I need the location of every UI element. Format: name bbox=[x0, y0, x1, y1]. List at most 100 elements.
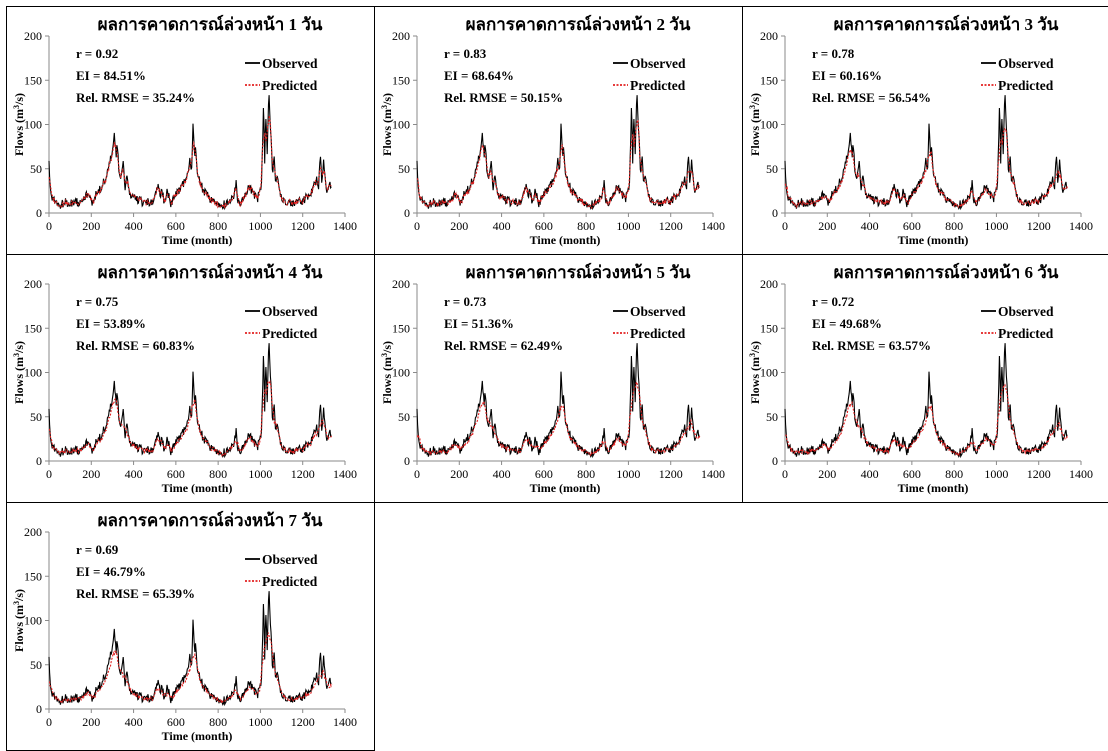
chart-title: ผลการคาดการณ์ล่วงหน้า 6 วัน bbox=[834, 262, 1059, 282]
x-tick-label: 1400 bbox=[333, 219, 357, 233]
stat-label-2: EI = 53.89% bbox=[76, 316, 146, 331]
stat-label-3: Rel. RMSE = 62.49% bbox=[444, 338, 563, 353]
y-axis-title-main: Flows (m bbox=[12, 357, 26, 404]
y-axis-title-main: Flows (m bbox=[380, 109, 394, 156]
x-tick-label: 1400 bbox=[701, 219, 725, 233]
stat-label-1: r = 0.83 bbox=[444, 46, 487, 61]
x-tick-label: 200 bbox=[818, 467, 836, 481]
x-axis-title: Time (month) bbox=[530, 233, 601, 247]
stat-label-2: EI = 51.36% bbox=[444, 316, 514, 331]
x-tick-label: 800 bbox=[209, 467, 227, 481]
y-axis-title: Flows (m3/s) bbox=[12, 93, 27, 156]
x-tick-label: 400 bbox=[493, 467, 511, 481]
series-observed-line bbox=[416, 343, 700, 459]
y-axis-title-sup: 3 bbox=[380, 105, 389, 109]
chart-title: ผลการคาดการณ์ล่วงหน้า 1 วัน bbox=[98, 14, 323, 34]
y-axis-title-sup: 3 bbox=[12, 601, 21, 605]
stat-label-3: Rel. RMSE = 60.83% bbox=[76, 338, 195, 353]
y-axis-title-sup: 3 bbox=[12, 353, 21, 357]
legend-label-observed: Observed bbox=[630, 56, 686, 71]
y-tick-label: 50 bbox=[30, 658, 42, 672]
y-tick-label: 50 bbox=[766, 410, 778, 424]
x-tick-label: 400 bbox=[493, 219, 511, 233]
x-tick-label: 0 bbox=[782, 467, 788, 481]
legend-label-predicted: Predicted bbox=[630, 78, 686, 93]
y-tick-label: 0 bbox=[36, 702, 42, 716]
y-axis-title-suffix: /s) bbox=[380, 341, 394, 354]
x-tick-label: 1000 bbox=[984, 467, 1008, 481]
x-axis-title: Time (month) bbox=[162, 481, 233, 495]
x-tick-label: 1200 bbox=[1027, 219, 1051, 233]
y-tick-label: 100 bbox=[392, 118, 410, 132]
chart-panel-6: 0 50 100 150 200 0 200 400 600 800 1000 1200 1400 Tim… bbox=[742, 254, 1108, 503]
stat-label-1: r = 0.73 bbox=[444, 294, 487, 309]
legend-label-observed: Observed bbox=[262, 56, 318, 71]
stat-label-1: r = 0.69 bbox=[76, 542, 119, 557]
y-axis-title-suffix: /s) bbox=[12, 589, 26, 602]
y-tick-label: 50 bbox=[30, 410, 42, 424]
series-observed-line bbox=[48, 95, 332, 211]
series-predicted-line bbox=[48, 632, 333, 704]
chart-panel-3: 0 50 100 150 200 0 200 400 600 800 1000 1200 1400 Tim… bbox=[742, 6, 1108, 255]
legend-label-observed: Observed bbox=[998, 56, 1054, 71]
y-axis-title-suffix: /s) bbox=[12, 93, 26, 106]
y-axis-title-suffix: /s) bbox=[748, 341, 762, 354]
series-observed-line bbox=[784, 343, 1068, 459]
chart-panel-7: 0 50 100 150 200 0 200 400 600 800 1000 1200 1400 Tim… bbox=[6, 502, 375, 751]
x-tick-label: 1400 bbox=[1069, 219, 1093, 233]
y-tick-label: 150 bbox=[392, 321, 410, 335]
y-axis-title-suffix: /s) bbox=[748, 93, 762, 106]
chart-title: ผลการคาดการณ์ล่วงหน้า 7 วัน bbox=[98, 510, 323, 530]
series-observed-line bbox=[416, 95, 700, 211]
y-axis-title-main: Flows (m bbox=[12, 109, 26, 156]
stat-label-2: EI = 68.64% bbox=[444, 68, 514, 83]
y-tick-label: 0 bbox=[36, 454, 42, 468]
y-tick-label: 50 bbox=[398, 410, 410, 424]
x-tick-label: 400 bbox=[861, 467, 879, 481]
legend-label-predicted: Predicted bbox=[262, 574, 318, 589]
x-axis-title: Time (month) bbox=[162, 233, 233, 247]
x-tick-label: 200 bbox=[450, 219, 468, 233]
y-tick-label: 200 bbox=[760, 277, 778, 291]
x-tick-label: 1200 bbox=[291, 715, 315, 729]
x-tick-label: 1200 bbox=[291, 219, 315, 233]
x-tick-label: 400 bbox=[125, 219, 143, 233]
x-tick-label: 1000 bbox=[248, 467, 272, 481]
y-tick-label: 150 bbox=[760, 321, 778, 335]
x-tick-label: 600 bbox=[535, 467, 553, 481]
legend-label-predicted: Predicted bbox=[262, 78, 318, 93]
y-tick-label: 150 bbox=[24, 569, 42, 583]
legend-label-observed: Observed bbox=[262, 552, 318, 567]
y-tick-label: 150 bbox=[392, 73, 410, 87]
x-tick-label: 600 bbox=[903, 219, 921, 233]
x-tick-label: 0 bbox=[46, 467, 52, 481]
y-tick-label: 0 bbox=[772, 454, 778, 468]
y-tick-label: 50 bbox=[766, 162, 778, 176]
x-axis-title: Time (month) bbox=[898, 233, 969, 247]
y-axis-title-suffix: /s) bbox=[12, 341, 26, 354]
series-observed-line bbox=[48, 591, 332, 707]
x-tick-label: 1400 bbox=[1069, 467, 1093, 481]
y-tick-label: 100 bbox=[760, 366, 778, 380]
legend-label-predicted: Predicted bbox=[998, 326, 1054, 341]
x-tick-label: 1000 bbox=[984, 219, 1008, 233]
y-axis-title-sup: 3 bbox=[12, 105, 21, 109]
y-tick-label: 100 bbox=[24, 614, 42, 628]
stat-label-3: Rel. RMSE = 35.24% bbox=[76, 90, 195, 105]
y-tick-label: 150 bbox=[24, 321, 42, 335]
x-tick-label: 0 bbox=[414, 219, 420, 233]
x-tick-label: 1400 bbox=[701, 467, 725, 481]
legend-label-predicted: Predicted bbox=[262, 326, 318, 341]
series-observed-line bbox=[48, 343, 332, 459]
series-predicted-line bbox=[48, 115, 332, 210]
x-tick-label: 800 bbox=[209, 219, 227, 233]
stat-label-3: Rel. RMSE = 56.54% bbox=[812, 90, 931, 105]
chart-title: ผลการคาดการณ์ล่วงหน้า 5 วัน bbox=[466, 262, 691, 282]
x-tick-label: 400 bbox=[125, 715, 143, 729]
y-tick-label: 0 bbox=[772, 206, 778, 220]
chart-title: ผลการคาดการณ์ล่วงหน้า 3 วัน bbox=[834, 14, 1059, 34]
x-tick-label: 800 bbox=[945, 219, 963, 233]
y-axis-title-sup: 3 bbox=[748, 105, 757, 109]
series-observed-line bbox=[784, 95, 1068, 211]
stat-label-3: Rel. RMSE = 65.39% bbox=[76, 586, 195, 601]
